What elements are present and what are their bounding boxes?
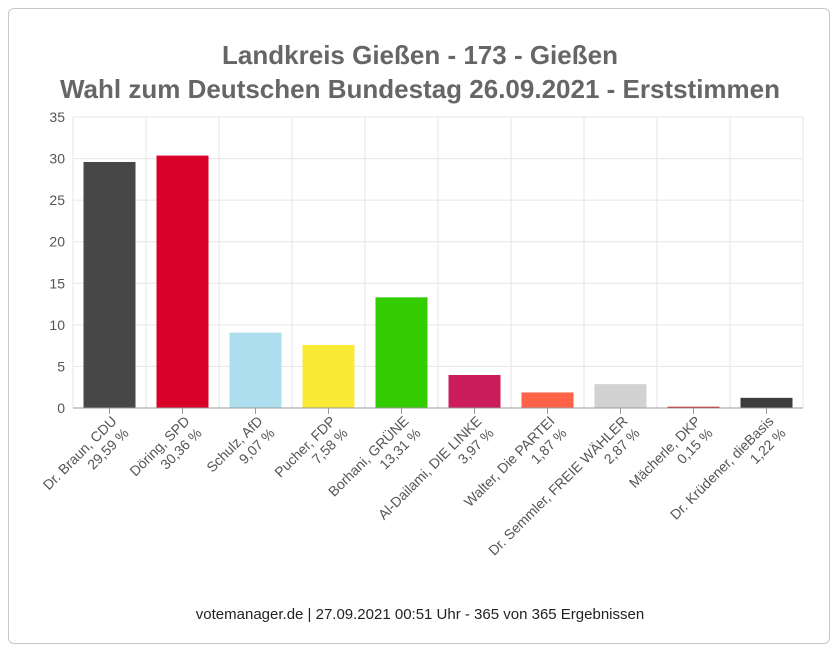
bar <box>521 392 574 408</box>
bar <box>156 155 209 408</box>
chart-subtitle: Wahl zum Deutschen Bundestag 26.09.2021 … <box>59 74 781 104</box>
x-tick-label: Döring, SPD30,36 % <box>126 413 204 491</box>
y-tick-label: 20 <box>49 234 65 250</box>
bar <box>594 384 647 408</box>
x-tick-label: Dr. Braun, CDU29,59 % <box>40 413 132 505</box>
bar <box>229 332 282 408</box>
y-tick-label: 35 <box>49 109 65 125</box>
bar <box>83 161 136 408</box>
y-tick-label: 25 <box>49 192 65 208</box>
chart-footer: votemanager.de | 27.09.2021 00:51 Uhr - … <box>195 606 645 623</box>
bar <box>375 297 428 408</box>
x-tick-label: Schulz, AfD9,07 % <box>203 413 278 488</box>
bar <box>448 374 501 408</box>
y-tick-label: 10 <box>49 317 65 333</box>
bar <box>740 397 793 408</box>
y-tick-label: 5 <box>57 358 65 374</box>
y-tick-label: 30 <box>49 151 65 167</box>
y-tick-label: 0 <box>57 400 65 416</box>
chart-title: Landkreis Gießen - 173 - Gießen <box>222 40 618 70</box>
bar <box>667 406 720 408</box>
y-tick-label: 15 <box>49 275 65 291</box>
bar <box>302 344 355 408</box>
